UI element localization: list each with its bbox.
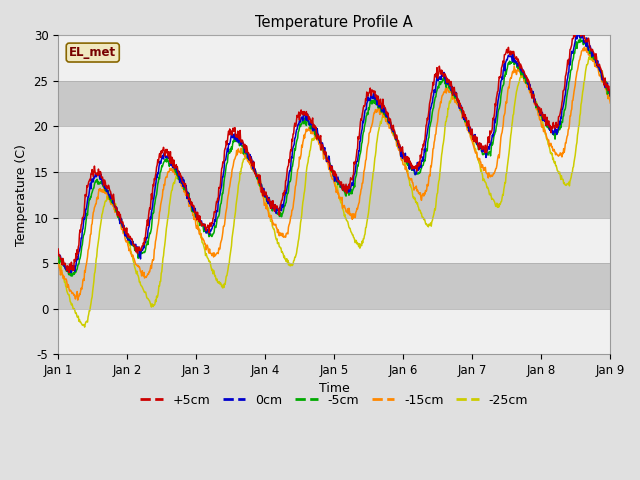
Title: Temperature Profile A: Temperature Profile A — [255, 15, 413, 30]
X-axis label: Time: Time — [319, 383, 349, 396]
Legend: +5cm, 0cm, -5cm, -15cm, -25cm: +5cm, 0cm, -5cm, -15cm, -25cm — [135, 389, 533, 412]
Bar — [58, 126, 611, 172]
Bar — [58, 36, 611, 81]
Text: EL_met: EL_met — [69, 46, 116, 59]
Y-axis label: Temperature (C): Temperature (C) — [15, 144, 28, 246]
Bar — [58, 263, 611, 309]
Bar — [58, 217, 611, 263]
Bar — [58, 81, 611, 126]
Bar — [58, 309, 611, 354]
Bar — [58, 172, 611, 217]
